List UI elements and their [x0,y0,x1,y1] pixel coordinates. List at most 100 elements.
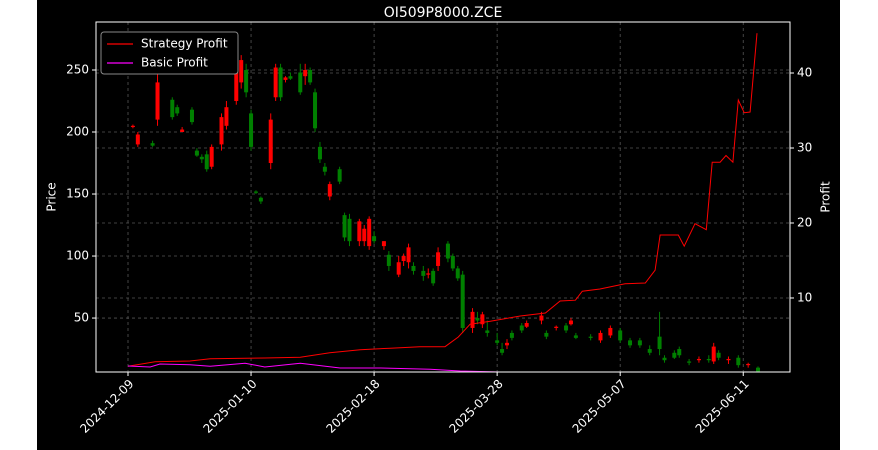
candle-body [258,197,263,202]
candle-body [180,129,185,133]
candle-body [504,342,509,346]
candle-body [706,358,711,361]
plot-frame [95,21,791,373]
candle-body [313,92,318,129]
candle-body [421,270,426,276]
candle-body [308,69,313,83]
candle-body [470,311,475,328]
candle-body [544,332,549,337]
candle-body [278,67,283,98]
candle-body [362,228,367,242]
candle-body [662,357,667,361]
candle-body [401,256,406,261]
candle-body [273,67,278,98]
candle-body [716,352,721,358]
candle-body [696,358,701,361]
candle-body [726,358,731,361]
candle-body [288,76,293,79]
candle-body [239,60,244,83]
candle-body [268,119,273,164]
y2-tick-label: 20 [797,215,812,229]
legend-label: Strategy Profit [141,37,228,51]
candle-body [564,325,569,331]
candle-body [347,218,352,242]
chart-title: OI509P8000.ZCE [384,5,503,21]
candle-body [204,154,209,170]
candle-body [396,262,401,275]
candle-body [175,107,180,114]
candle-body [637,340,642,346]
figure-background [37,0,840,450]
candle-body [519,325,524,331]
candle-body [322,166,327,172]
legend-label: Basic Profit [141,56,208,70]
y-tick-label: 50 [74,311,89,325]
candle-body [150,143,155,146]
candle-body [500,349,505,353]
y2-tick-label: 40 [797,65,812,79]
candle-body [756,367,761,372]
y-tick-label: 150 [66,187,89,201]
candle-body [406,247,411,263]
candle-body [475,318,480,321]
candle-body [628,340,633,346]
y2-axis-label: Profit [819,181,833,213]
candle-body [130,125,135,128]
candle-body [524,323,529,327]
candle-body [431,270,436,284]
candle-body [657,336,662,350]
candle-body [480,314,485,325]
candle-body [573,335,578,338]
candle-body [381,241,386,247]
candle-body [170,99,175,118]
candle-body [687,361,692,363]
candle-body [386,254,391,266]
candle-body [244,69,249,93]
y-axis-label: Price [45,182,59,211]
candle-body [672,352,677,358]
candle-body [618,330,623,341]
candle-body [199,156,204,160]
candle-body [450,256,455,269]
candle-body [509,332,514,338]
candle-body [445,243,450,259]
profit-line [127,33,758,367]
candle-body [711,346,716,362]
y2-tick-label: 30 [797,140,812,154]
candle-body [219,117,224,145]
candle-body [372,236,377,242]
candle-body [303,69,308,77]
candle-body [155,82,160,120]
candle-body [677,349,682,356]
candle-body [357,221,362,242]
candle-body [298,72,303,93]
candle-body [367,218,372,247]
y-tick-label: 250 [66,62,89,76]
y-tick-label: 100 [66,249,89,263]
candle-body [342,215,347,238]
candle-body [283,77,288,80]
candle-body [209,146,214,167]
candle-body [253,191,258,193]
candle-body [568,320,573,325]
y-tick-label: 200 [66,125,89,139]
legend-box [100,31,239,75]
candle-body [598,332,603,341]
y2-tick-label: 10 [797,290,812,304]
profit-line [127,362,757,373]
candle-body [135,134,140,145]
candle-body [436,252,441,266]
candle-body [194,150,199,156]
candle-body [337,169,342,182]
candle-body [539,315,544,321]
candle-body [224,107,229,126]
candle-body [495,340,500,343]
candle-body [455,268,460,279]
candle-body [189,109,194,123]
candle-body [736,357,741,366]
candle-body [426,273,431,275]
candle-body [317,146,322,160]
candle-body [327,184,332,197]
candle-body [647,349,652,353]
